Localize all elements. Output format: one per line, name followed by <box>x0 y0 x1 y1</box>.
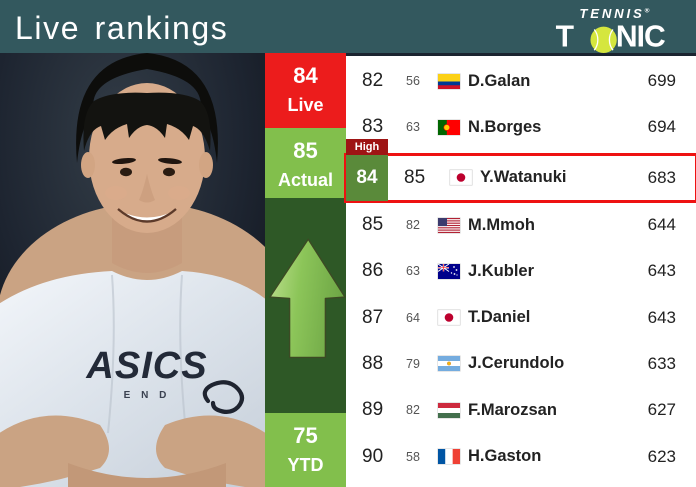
svg-text:NIC: NIC <box>616 21 665 53</box>
svg-text:E N D: E N D <box>124 390 171 401</box>
svg-text:ASICS: ASICS <box>85 345 207 387</box>
svg-text:T: T <box>556 21 575 53</box>
